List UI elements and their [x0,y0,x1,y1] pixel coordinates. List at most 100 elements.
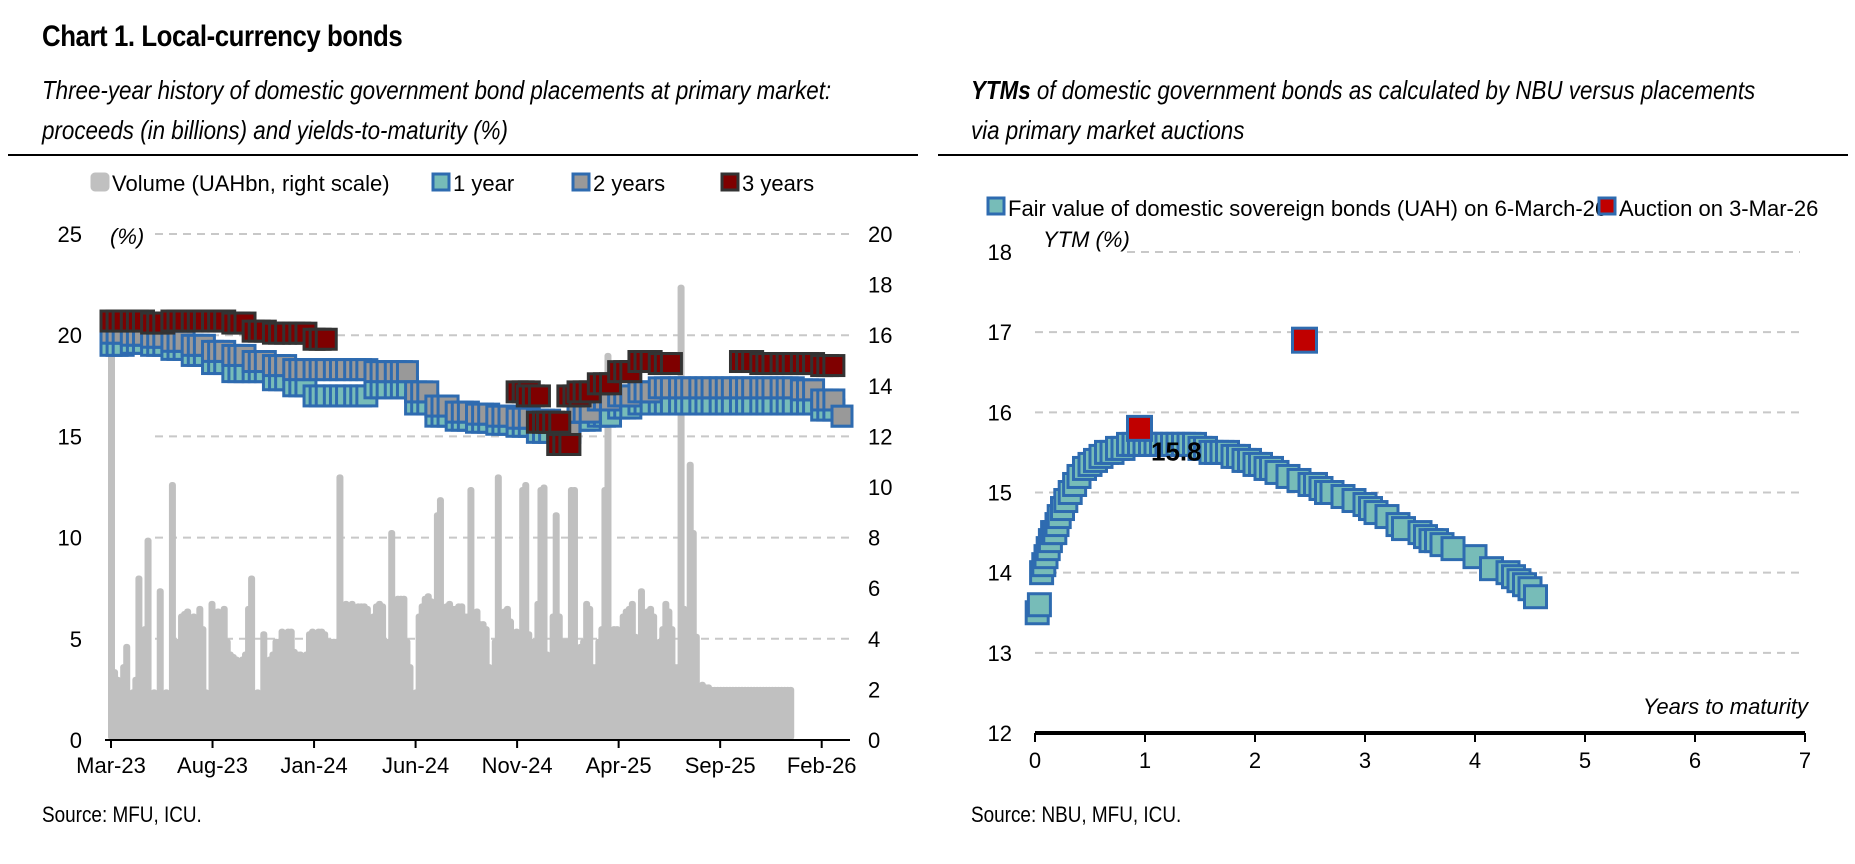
volume-bar [787,686,795,740]
right-subtitle-line2: via primary market auctions [971,115,1245,145]
left-y2-tick-label: 10 [868,475,892,500]
right-y-tick-label: 15 [988,481,1012,506]
right-y-tick-label: 18 [988,240,1012,265]
volume-bar [156,588,164,740]
left-y2-tick-label: 6 [868,576,880,601]
left-source: Source: MFU, ICU. [42,802,202,827]
left-x-tick-label: Apr-25 [586,753,652,778]
left-y2-tick-label: 12 [868,424,892,449]
left-chart: Mar-23 Aug-23 Jan-24 Jun-24 Nov-24 Apr-25 Sep-… [58,171,893,778]
fair-value-marker [1440,536,1466,562]
three-year-marker [548,410,572,434]
volume-bar [604,352,612,740]
right-y-label: YTM (%) [1043,227,1130,252]
right-y-tick-label: 13 [988,641,1012,666]
auction-marker [1291,326,1318,354]
left-y2-tick-label: 2 [868,677,880,702]
right-annotations: 15.8 [1151,436,1202,466]
legend-auction-label: Auction on 3-Mar-26 [1619,196,1818,221]
right-gridlines [1035,251,1800,654]
legend-volume-label: Volume (UAHbn, right scale) [112,171,390,196]
right-source: Source: NBU, MFU, ICU. [971,802,1182,827]
legend-1-year-label: 1 year [453,171,514,196]
left-subtitle-line1: Three-year history of domestic governmen… [42,75,832,105]
left-y-tick-label: 15 [58,424,82,449]
two-year-marker [395,360,419,384]
right-ytm-markers [1024,326,1548,626]
left-y2-tick-label: 4 [868,627,880,652]
legend-1-year-swatch [431,172,451,192]
volume-bar [436,497,444,740]
page-title: Chart 1. Local-currency bonds [42,20,403,53]
left-y-tick-label: 0 [70,728,82,753]
three-year-marker [527,384,551,408]
fair-value-marker [1523,584,1548,610]
three-year-marker [558,432,582,456]
left-y2-ticks: 0 2 4 6 8 10 12 14 16 18 20 [868,222,892,753]
left-x-tick-label: Nov-24 [482,753,553,778]
legend-auction-swatch [1597,196,1617,216]
right-subtitle-bold: YTMs [971,75,1031,105]
fair-value-marker [1026,592,1052,618]
right-x-tick-label: 4 [1469,748,1481,773]
left-y-tick-label: 25 [58,222,82,247]
left-x-tick-label: Aug-23 [177,753,248,778]
legend-3-years-label: 3 years [742,171,814,196]
volume-bar [162,689,170,740]
right-y-tick-label: 12 [988,721,1012,746]
legend-2-years-swatch [571,172,591,192]
left-header-rule [8,154,918,156]
right-y-tick-label: 16 [988,400,1012,425]
right-x-ticks: 0 1 2 3 4 5 6 7 [1029,733,1811,773]
left-y2-tick-label: 0 [868,728,880,753]
left-y-tick-label: 10 [58,526,82,551]
auction-marker [1126,414,1153,442]
left-y-tick-label: 20 [58,323,82,348]
left-y2-tick-label: 16 [868,323,892,348]
left-x-ticks: Mar-23 Aug-23 Jan-24 Jun-24 Nov-24 Apr-25 Sep-… [76,740,857,778]
right-x-label: Years to maturity [1643,694,1810,719]
left-gridlines [155,233,850,640]
three-year-marker [314,327,338,351]
left-x-tick-label: Mar-23 [76,753,146,778]
left-legend: Volume (UAHbn, right scale) 1 year 2 years… [90,171,814,196]
right-y-tick-label: 17 [988,320,1012,345]
left-y-ticks: 0 5 10 15 20 25 [58,222,82,753]
left-x-tick-label: Jun-24 [382,753,449,778]
left-y2-tick-label: 18 [868,273,892,298]
volume-bar [123,643,131,740]
volume-bar [248,575,256,740]
legend-volume-swatch [90,172,110,192]
right-x-tick-label: 6 [1689,748,1701,773]
left-ytm-markers [99,309,854,456]
right-subtitle-line1-text: of domestic government bonds as calculat… [1030,75,1756,105]
right-x-tick-label: 2 [1249,748,1261,773]
two-year-marker [830,404,854,428]
left-subtitle-line2: proceeds (in billions) and yields-to-mat… [42,115,509,145]
left-x-tick-label: Sep-25 [685,753,756,778]
right-y-tick-label: 14 [988,561,1012,586]
left-x-tick-label: Feb-26 [787,753,857,778]
left-y-tick-label: 5 [70,627,82,652]
three-year-marker [659,352,683,376]
legend-2-years-label: 2 years [593,171,665,196]
volume-bar [144,537,152,740]
right-subtitle-line1: YTMs of domestic government bonds as cal… [971,70,1755,110]
left-y2-tick-label: 20 [868,222,892,247]
legend-fair-value-swatch [986,196,1006,216]
volume-bar [108,335,115,740]
left-x-tick-label: Jan-24 [280,753,347,778]
left-y2-tick-label: 8 [868,526,880,551]
legend-fair-value-label: Fair value of domestic sovereign bonds (… [1008,196,1607,221]
right-x-tick-label: 3 [1359,748,1371,773]
legend-3-years-swatch [720,172,740,192]
right-x-tick-label: 7 [1799,748,1811,773]
right-x-tick-label: 1 [1139,748,1151,773]
three-year-marker [822,354,846,378]
right-x-tick-label: 5 [1579,748,1591,773]
right-header-rule [938,154,1848,156]
left-y2-tick-label: 14 [868,374,892,399]
left-y-label: (%) [110,224,144,249]
